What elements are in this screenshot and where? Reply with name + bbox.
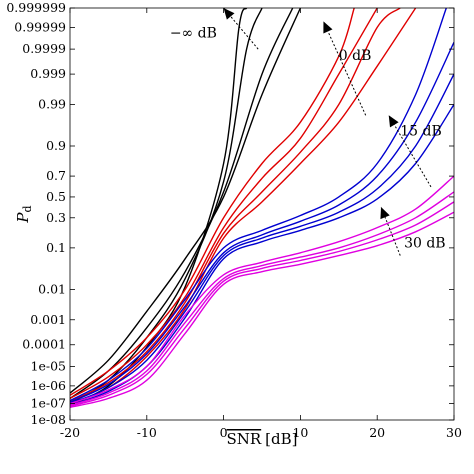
y-tick-label: 0.3 [46, 210, 66, 225]
x-tick-label: 30 [446, 425, 462, 440]
y-tick-label: 0.99 [38, 96, 66, 111]
x-tick-label: 0 [220, 425, 228, 440]
annotation-arrow-line [380, 206, 401, 256]
x-tick-label: 10 [292, 425, 308, 440]
y-tick-label: 1e-08 [31, 412, 67, 427]
y-tick-label: 0.5 [46, 189, 66, 204]
y-tick-label: 1e-06 [31, 378, 67, 393]
series-line-minus-inf-dB-2 [70, 8, 294, 399]
annotation-arrow-head [323, 21, 333, 34]
y-tick-label: 0.01 [38, 281, 66, 296]
series-line-thirty-dB-13 [70, 175, 454, 405]
annotation-arrow-line [388, 115, 432, 188]
y-tick-label: 1e-07 [31, 396, 67, 411]
annotation-label: 0 dB [339, 48, 372, 64]
series-line-fifteen-dB-9 [70, 8, 447, 402]
y-tick-label: 0.0001 [22, 337, 66, 352]
x-tick-label: -20 [60, 425, 80, 440]
series-layer [70, 8, 454, 408]
y-axis-label-subscript: d [21, 205, 34, 212]
x-axis-label-unit: [dB] [265, 430, 297, 448]
y-tick-label: 0.99999 [14, 19, 66, 34]
y-tick-label: 0.001 [30, 312, 66, 327]
annotation-layer: −∞ dB 0 dB 15 dB 30 dB [170, 7, 446, 256]
annotation-label: 30 dB [404, 236, 446, 252]
y-tick-label: 0.1 [46, 240, 66, 255]
y-tick-label: 0.999 [30, 66, 66, 81]
y-tick-label: 0.7 [46, 168, 66, 183]
y-axis-label: Pd [14, 205, 34, 223]
plot-frame [69, 7, 455, 421]
annotation-arrow-head [223, 8, 235, 20]
series-line-zero-dB-5 [70, 8, 355, 396]
y-axis-label-main: P [14, 212, 32, 224]
series-line-fifteen-dB-11 [70, 73, 454, 405]
x-axis: -20 -10 0 10 20 30 [60, 8, 462, 440]
series-line-zero-dB-6 [70, 8, 378, 400]
x-tick-label: -10 [137, 425, 157, 440]
series-line-minus-inf-dB-1 [70, 8, 302, 394]
series-line-minus-inf-dB-4 [70, 8, 248, 406]
series-line-zero-dB-8 [70, 8, 417, 405]
y-tick-label: 0.999999 [6, 0, 66, 15]
y-tick-label: 0.9 [46, 138, 66, 153]
series-line-thirty-dB-16 [70, 211, 454, 408]
annotation-arrow-head [380, 207, 390, 220]
x-tick-label: 20 [369, 425, 385, 440]
annotation-label: −∞ dB [170, 26, 217, 42]
x-axis-label: SNR [dB] [226, 430, 297, 448]
y-tick-label: 0.9999 [22, 41, 66, 56]
series-line-fifteen-dB-10 [70, 41, 454, 403]
series-line-thirty-dB-14 [70, 191, 454, 406]
annotation-label: 15 dB [400, 124, 442, 140]
x-axis-label-main: SNR [226, 430, 261, 448]
series-line-zero-dB-7 [70, 8, 401, 403]
annotation-arrow-line [322, 21, 367, 116]
annotation-arrow-head [388, 115, 399, 128]
y-tick-label: 1e-05 [31, 358, 66, 373]
series-line-thirty-dB-15 [70, 201, 454, 407]
